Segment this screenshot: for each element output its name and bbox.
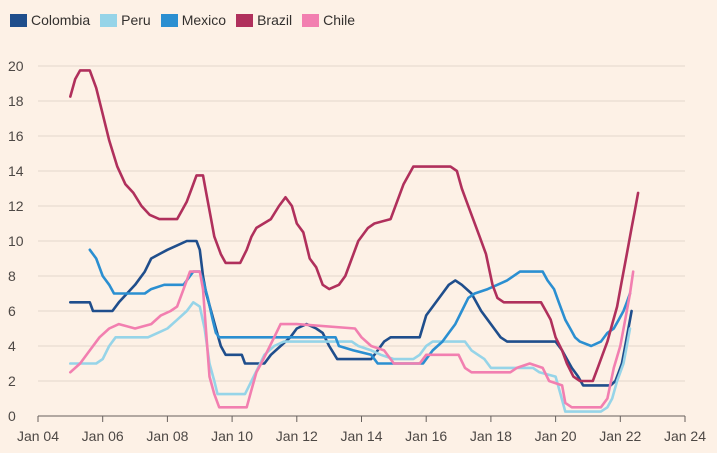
legend-swatch: [302, 13, 320, 27]
legend-swatch: [160, 13, 178, 27]
x-tick-label: Jan 18: [470, 428, 512, 444]
y-tick-label: 16: [8, 128, 24, 144]
y-tick-label: 2: [8, 373, 16, 389]
legend: Colombia Peru Mexico Brazil Chile: [10, 12, 355, 28]
series-line-chile: [69, 270, 635, 409]
x-tick-label: Jan 20: [535, 428, 577, 444]
legend-swatch: [100, 13, 118, 27]
x-tick-label: Jan 14: [340, 428, 382, 444]
y-tick-label: 20: [8, 58, 24, 74]
y-axis: 0 2 4 6 8 10 12 14 16 18 20: [8, 58, 24, 424]
series-line-brazil: [69, 69, 640, 383]
y-tick-label: 0: [8, 408, 16, 424]
y-tick-label: 4: [8, 338, 16, 354]
series-line-peru: [69, 301, 632, 413]
legend-label: Peru: [121, 12, 151, 28]
x-tick-label: Jan 22: [599, 428, 641, 444]
y-tick-label: 14: [8, 163, 24, 179]
legend-item-chile: Chile: [302, 12, 355, 28]
legend-item-peru: Peru: [100, 12, 151, 28]
x-tick-label: Jan 06: [82, 428, 124, 444]
legend-item-colombia: Colombia: [10, 12, 90, 28]
x-tick-label: Jan 12: [276, 428, 318, 444]
y-tick-label: 18: [8, 93, 24, 109]
y-tick-label: 10: [8, 233, 24, 249]
legend-label: Brazil: [257, 12, 293, 28]
x-tick-label: Jan 08: [146, 428, 188, 444]
y-tick-label: 12: [8, 198, 24, 214]
x-tick-label: Jan 10: [211, 428, 253, 444]
x-tick-label: Jan 04: [17, 428, 59, 444]
grid: [38, 65, 685, 382]
legend-item-mexico: Mexico: [160, 12, 227, 28]
legend-swatch: [10, 13, 27, 27]
legend-label: Mexico: [181, 12, 227, 28]
x-tick-label: Jan 24: [664, 428, 706, 444]
legend-label: Colombia: [31, 12, 91, 28]
y-tick-label: 6: [8, 303, 16, 319]
series-lines: [69, 69, 640, 413]
x-axis: Jan 04 Jan 06 Jan 08 Jan 10 Jan 12 Jan 14 Jan …: [17, 415, 706, 444]
legend-label: Chile: [323, 12, 355, 28]
legend-swatch: [236, 13, 254, 27]
y-tick-label: 8: [8, 268, 16, 284]
legend-item-brazil: Brazil: [236, 12, 292, 28]
x-tick-label: Jan 16: [405, 428, 447, 444]
